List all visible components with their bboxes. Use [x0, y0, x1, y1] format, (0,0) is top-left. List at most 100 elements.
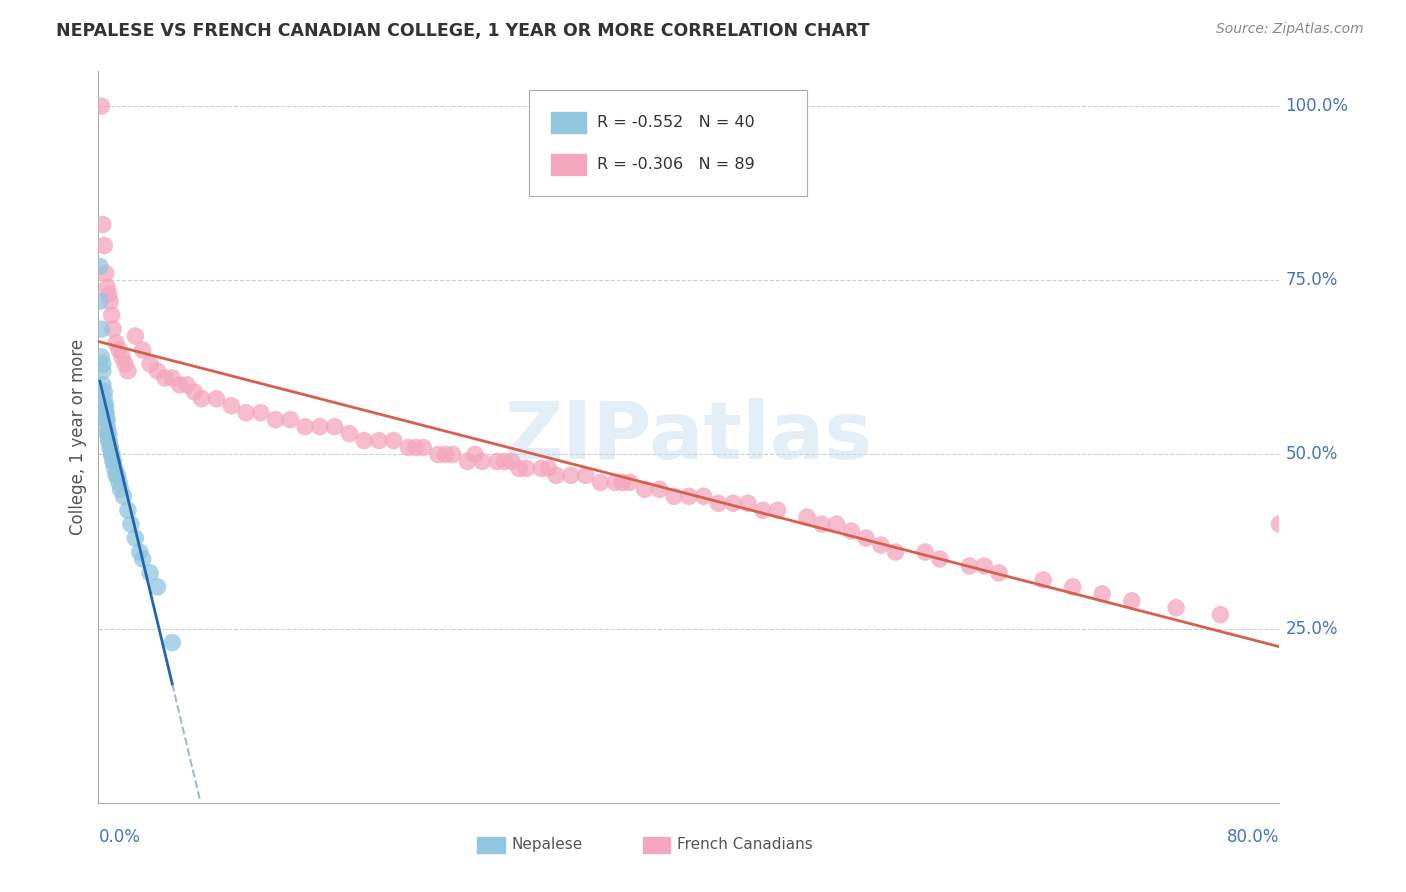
Point — [91, 218, 114, 232]
Point — [117, 503, 139, 517]
Point — [103, 322, 125, 336]
Point — [648, 483, 671, 497]
Point — [605, 475, 627, 490]
Bar — [550, 153, 588, 176]
Point — [501, 454, 523, 468]
Point — [96, 280, 118, 294]
Point — [737, 496, 759, 510]
Point — [412, 441, 434, 455]
Point — [796, 510, 818, 524]
Text: Nepalese: Nepalese — [512, 837, 583, 852]
Point — [97, 434, 120, 448]
Point — [855, 531, 877, 545]
Point — [98, 294, 121, 309]
Point — [97, 434, 120, 448]
Text: 80.0%: 80.0% — [1227, 829, 1279, 847]
Point — [464, 448, 486, 462]
Point — [1032, 573, 1054, 587]
Point — [90, 350, 112, 364]
Point — [929, 552, 952, 566]
Text: 50.0%: 50.0% — [1285, 445, 1337, 464]
Point — [90, 99, 112, 113]
Point — [1091, 587, 1114, 601]
Point — [96, 419, 118, 434]
Point — [94, 399, 117, 413]
Point — [89, 294, 111, 309]
Point — [89, 260, 111, 274]
Point — [120, 517, 142, 532]
Point — [107, 468, 129, 483]
Point — [93, 399, 115, 413]
Point — [825, 517, 848, 532]
Point — [405, 441, 427, 455]
Text: R = -0.306   N = 89: R = -0.306 N = 89 — [596, 157, 755, 172]
Point — [162, 635, 183, 649]
Point — [146, 580, 169, 594]
Bar — [641, 836, 671, 854]
Point — [128, 545, 150, 559]
Point — [1268, 517, 1291, 532]
Point — [100, 448, 122, 462]
Point — [108, 343, 131, 357]
Point — [91, 377, 114, 392]
Text: 0.0%: 0.0% — [98, 829, 141, 847]
Point — [94, 266, 117, 280]
Point — [103, 454, 125, 468]
Point — [664, 489, 686, 503]
Text: ZIPatlas: ZIPatlas — [505, 398, 873, 476]
Point — [546, 468, 568, 483]
Point — [93, 392, 115, 406]
Point — [619, 475, 641, 490]
Text: 75.0%: 75.0% — [1285, 271, 1337, 289]
Point — [96, 412, 118, 426]
Text: 25.0%: 25.0% — [1285, 620, 1339, 638]
Point — [264, 412, 287, 426]
Bar — [550, 111, 588, 135]
Point — [766, 503, 789, 517]
Point — [1166, 600, 1188, 615]
Point — [117, 364, 139, 378]
Point — [693, 489, 716, 503]
Point — [434, 448, 457, 462]
Point — [139, 566, 162, 580]
Point — [560, 468, 582, 483]
Point — [132, 552, 155, 566]
Text: 100.0%: 100.0% — [1285, 97, 1348, 115]
Point — [309, 419, 332, 434]
Point — [973, 558, 995, 573]
Point — [205, 392, 228, 406]
Point — [162, 371, 183, 385]
Point — [398, 441, 420, 455]
Point — [516, 461, 538, 475]
Point — [752, 503, 775, 517]
Point — [441, 448, 464, 462]
Point — [98, 441, 121, 455]
Point — [959, 558, 981, 573]
Point — [108, 475, 131, 490]
Point — [103, 454, 125, 468]
Point — [111, 350, 134, 364]
Point — [810, 517, 832, 532]
Point — [471, 454, 494, 468]
Point — [100, 308, 122, 322]
Text: French Canadians: French Canadians — [678, 837, 813, 852]
Point — [94, 412, 117, 426]
Point — [139, 357, 162, 371]
Point — [105, 336, 128, 351]
Point — [94, 406, 117, 420]
Point — [221, 399, 243, 413]
Point — [93, 384, 115, 399]
Point — [294, 419, 316, 434]
Point — [110, 483, 132, 497]
Point — [91, 364, 114, 378]
Point — [153, 371, 176, 385]
Point — [457, 454, 479, 468]
Text: Source: ZipAtlas.com: Source: ZipAtlas.com — [1216, 22, 1364, 37]
Point — [146, 364, 169, 378]
Point — [191, 392, 214, 406]
Point — [678, 489, 700, 503]
Point — [90, 322, 112, 336]
Point — [1209, 607, 1232, 622]
Point — [612, 475, 634, 490]
Point — [870, 538, 893, 552]
